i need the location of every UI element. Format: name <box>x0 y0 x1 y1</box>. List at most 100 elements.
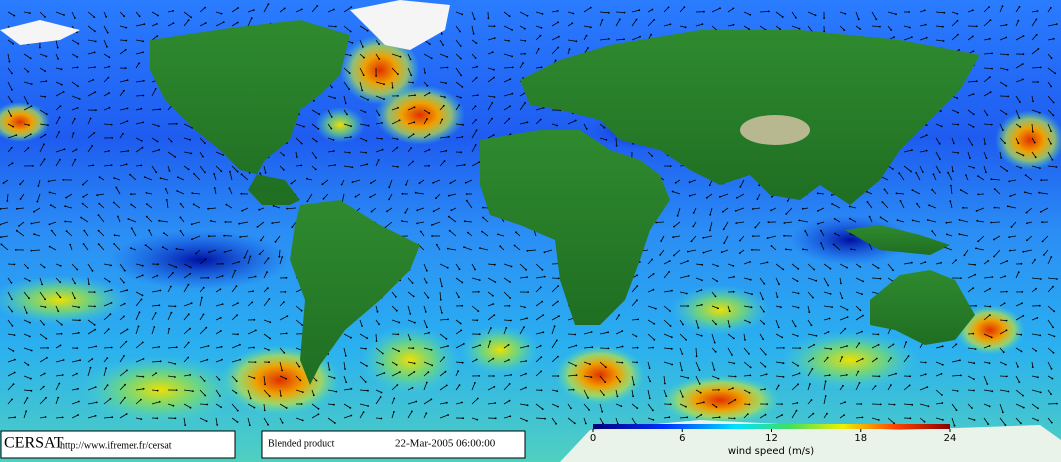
wind-arrow <box>903 403 913 406</box>
wind-arrow-head <box>974 263 976 266</box>
wind-arrow-head <box>450 209 453 212</box>
wind-arrow-head <box>447 318 449 321</box>
wind-arrow-head <box>975 210 978 212</box>
wind-arrow-head <box>990 178 993 181</box>
wind-arrow-head <box>330 116 333 118</box>
wind-arrow <box>551 301 559 307</box>
wind-arrow-head <box>940 373 943 375</box>
wind-arrow <box>247 417 251 426</box>
wind-arrow-head <box>431 224 433 226</box>
wind-arrow <box>183 328 191 335</box>
wind-arrow-head <box>31 165 34 167</box>
wind-arrow-head <box>108 280 111 283</box>
wind-arrow-head <box>1022 406 1025 409</box>
wind-arrow <box>931 189 937 195</box>
wind-arrow-head <box>1017 271 1020 274</box>
wind-arrow <box>183 19 189 27</box>
wind-arrow-head <box>1037 419 1039 422</box>
wind-arrow <box>583 361 591 365</box>
wind-arrow-head <box>749 374 752 377</box>
wind-arrow <box>519 11 528 17</box>
wind-arrow <box>983 375 988 385</box>
wind-arrow-head <box>82 183 84 186</box>
wind-arrow-head <box>940 261 942 264</box>
wind-arrow-head <box>268 361 270 364</box>
wind-arrow-head <box>911 149 913 152</box>
wind-arrow <box>407 319 416 324</box>
wind-arrow-head <box>812 412 815 415</box>
wind-arrow-head <box>682 323 684 326</box>
wind-arrow-head <box>1004 275 1006 278</box>
wind-arrow-head <box>1021 291 1024 293</box>
wind-arrow <box>151 108 161 111</box>
wind-arrow <box>455 104 460 111</box>
wind-arrow <box>791 373 800 377</box>
wind-arrow <box>327 9 335 13</box>
wind-arrow-head <box>539 286 542 289</box>
wind-arrow-head <box>1022 154 1025 157</box>
colorbar-tick-label: 18 <box>854 433 867 444</box>
wind-arrow <box>983 109 988 116</box>
wind-arrow-head <box>123 302 126 305</box>
wind-arrow <box>599 11 609 14</box>
wind-arrow <box>359 151 367 153</box>
wind-arrow <box>503 344 509 349</box>
wind-arrow <box>583 389 589 399</box>
wind-arrow-head <box>412 133 415 136</box>
wind-arrow-head <box>14 416 16 419</box>
wind-arrow <box>567 120 576 125</box>
wind-arrow-head <box>1022 314 1025 317</box>
wind-arrow <box>999 260 1008 265</box>
wind-arrow <box>519 263 527 271</box>
wind-arrow <box>839 263 848 268</box>
wind-arrow-head <box>282 168 285 171</box>
wind-arrow <box>471 11 475 20</box>
wind-arrow <box>855 358 863 363</box>
wind-arrow-head <box>938 142 941 145</box>
wind-arrow-head <box>525 386 527 389</box>
wind-arrow <box>7 372 15 377</box>
wind-arrow-head <box>414 321 416 324</box>
wind-arrow <box>743 25 750 30</box>
wind-arrow-head <box>125 340 128 343</box>
wind-arrow-head <box>509 415 512 418</box>
wind-arrow-head <box>473 18 476 20</box>
wind-arrow <box>903 149 912 153</box>
wind-arrow <box>55 383 60 391</box>
wind-arrow-head <box>746 413 749 415</box>
wind-arrow-head <box>109 397 112 400</box>
wind-arrow <box>119 49 126 55</box>
wind-arrow <box>433 207 441 212</box>
wind-arrow <box>439 414 449 419</box>
wind-arrow <box>535 107 544 111</box>
wind-arrow <box>231 375 237 382</box>
wind-arrow <box>119 384 126 391</box>
wind-arrow-head <box>461 281 464 284</box>
wind-arrow <box>711 305 719 309</box>
wind-arrow-head <box>751 208 754 210</box>
wind-arrow-head <box>985 171 987 174</box>
wind-arrow <box>215 346 222 349</box>
wind-arrow <box>167 272 174 279</box>
wind-arrow <box>807 383 811 391</box>
wind-arrow-head <box>25 410 28 413</box>
wind-arrow <box>7 81 13 90</box>
wind-arrow <box>119 397 126 405</box>
wind-arrow-head <box>652 288 655 291</box>
wind-arrow-head <box>258 208 261 211</box>
wind-arrow-head <box>972 9 974 12</box>
wind-arrow-head <box>924 373 927 376</box>
wind-arrow <box>967 93 974 97</box>
wind-arrow <box>114 234 121 237</box>
wind-arrow <box>823 357 829 363</box>
wind-arrow-head <box>159 177 162 180</box>
wind-arrow <box>757 193 761 200</box>
wind-arrow <box>983 67 993 69</box>
wind-arrow <box>887 11 897 15</box>
wind-arrow-head <box>259 172 261 175</box>
wind-arrow-head <box>843 29 846 31</box>
wind-arrow <box>1015 137 1019 144</box>
wind-arrow <box>820 230 825 237</box>
wind-arrow-head <box>253 318 256 321</box>
wind-arrow-head <box>474 144 477 146</box>
